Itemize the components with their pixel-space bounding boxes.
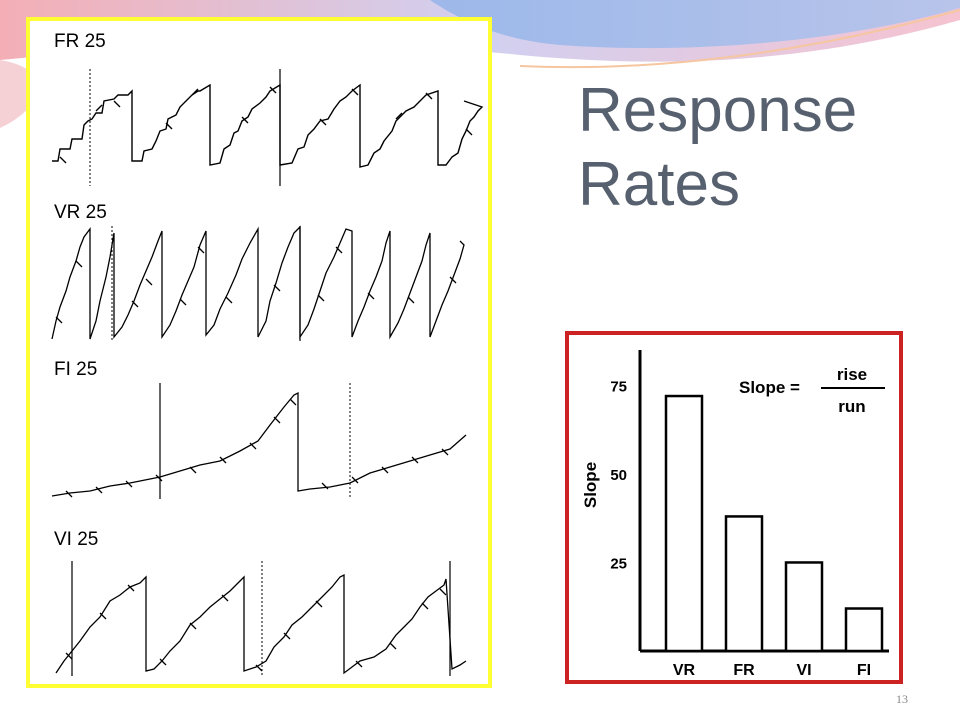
record-label-fr: FR 25: [54, 31, 106, 52]
cumulative-records-svg: [51, 69, 484, 676]
y-tick-label-75: 75: [610, 378, 627, 395]
y-axis-label: Slope: [581, 462, 600, 508]
slope-bar-chart: 25 50 75 VR FR VI FI Slope Slope = rise run: [581, 350, 889, 679]
vr-record: [51, 225, 465, 341]
bar-fi: [844, 607, 884, 653]
formula-lhs: Slope =: [739, 378, 800, 397]
cumulative-records-panel: FR 25 VR 25 FI 25 VI 25: [26, 17, 492, 688]
category-label-vi: VI: [796, 662, 811, 679]
fi-record: [51, 383, 467, 499]
record-label-vr: VR 25: [54, 202, 107, 223]
slide-title-line-1: Response: [578, 76, 858, 145]
bar-fr: [724, 515, 764, 653]
category-label-fi: FI: [857, 662, 871, 679]
slide-title: Response Rates: [578, 74, 918, 222]
record-label-fi: FI 25: [54, 359, 98, 380]
category-labels: VR FR VI FI: [673, 662, 871, 679]
vi-record: [55, 561, 467, 676]
y-tick-label-50: 50: [610, 467, 627, 484]
bar-vr: [664, 394, 704, 653]
fr-record: [52, 69, 484, 186]
bars: [664, 394, 884, 653]
slope-chart-panel: 25 50 75 VR FR VI FI Slope Slope = rise run: [565, 331, 903, 684]
y-tick-label-25: 25: [610, 555, 627, 572]
y-ticks: 25 50 75: [610, 378, 627, 572]
category-label-vr: VR: [673, 662, 696, 679]
record-label-vi: VI 25: [54, 529, 99, 550]
formula-denominator: run: [838, 397, 865, 416]
formula-numerator: rise: [837, 365, 867, 384]
bar-vi: [784, 561, 824, 653]
page-number: 13: [896, 692, 908, 706]
category-label-fr: FR: [733, 662, 755, 679]
slide-title-line-2: Rates: [578, 150, 740, 219]
